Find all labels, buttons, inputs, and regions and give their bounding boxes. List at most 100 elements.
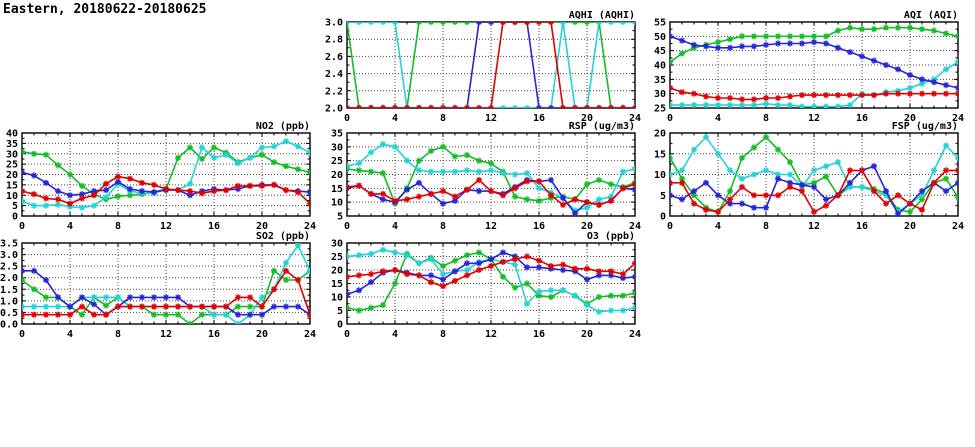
x-tick-label: 4 bbox=[392, 113, 398, 124]
x-tick-label: 0 bbox=[344, 221, 350, 232]
x-tick-label: 12 bbox=[485, 113, 497, 124]
plot-border bbox=[346, 132, 636, 217]
y-tick-label: 30 bbox=[6, 149, 18, 160]
y-tick-label: 0 bbox=[660, 212, 666, 223]
chart-rsp: 5 10 15 20 25 30 35 0 4 8 12 16 20 24 RSP (ug/m3) bbox=[331, 121, 641, 232]
x-tick-label: 16 bbox=[208, 329, 220, 340]
y-tick-label: 25 bbox=[331, 252, 343, 263]
chart-fsp: 0 5 10 15 20 0 4 8 12 16 20 24 FSP (ug/m3) bbox=[654, 121, 964, 232]
y-tick-label: 3.0 bbox=[325, 18, 343, 29]
y-tick-label: 25 bbox=[331, 156, 343, 167]
y-tick-label: 20 bbox=[331, 266, 343, 277]
y-tick-label: 10 bbox=[6, 191, 18, 202]
x-tick-label: 8 bbox=[115, 329, 121, 340]
x-tick-label: 8 bbox=[440, 113, 446, 124]
x-tick-label: 0 bbox=[344, 329, 350, 340]
series-group bbox=[670, 134, 958, 216]
y-tick-label: 5 bbox=[12, 201, 18, 212]
y-tick-label: 50 bbox=[654, 32, 666, 43]
x-tick-label: 24 bbox=[304, 329, 316, 340]
x-tick-label: 12 bbox=[160, 329, 172, 340]
x-tick-label: 16 bbox=[208, 221, 220, 232]
y-tick-label: 5 bbox=[337, 212, 343, 223]
x-tick-label: 12 bbox=[485, 329, 497, 340]
y-tick-label: 10 bbox=[331, 198, 343, 209]
y-tick-label: 2.5 bbox=[0, 262, 18, 273]
plot-border bbox=[21, 242, 311, 325]
y-tick-label: 0 bbox=[12, 212, 18, 223]
series-group bbox=[22, 243, 310, 324]
y-tick-label: 25 bbox=[6, 160, 18, 171]
x-tick-label: 8 bbox=[115, 221, 121, 232]
y-tick-label: 2.6 bbox=[325, 52, 343, 63]
y-tick-label: 20 bbox=[331, 170, 343, 181]
x-tick-label: 20 bbox=[256, 329, 268, 340]
x-tick-label: 16 bbox=[533, 113, 545, 124]
x-tick-label: 8 bbox=[763, 221, 769, 232]
x-tick-label: 4 bbox=[392, 329, 398, 340]
x-tick-label: 24 bbox=[304, 221, 316, 232]
y-tick-label: 0.0 bbox=[0, 320, 18, 331]
x-tick-label: 24 bbox=[629, 221, 641, 232]
chart-title: SO2 (ppb) bbox=[256, 231, 310, 242]
x-tick-label: 12 bbox=[808, 113, 820, 124]
y-tick-label: 15 bbox=[654, 149, 666, 160]
y-tick-label: 35 bbox=[654, 75, 666, 86]
x-tick-label: 24 bbox=[629, 113, 641, 124]
page-title: Eastern, 20180622-20180625 bbox=[3, 2, 207, 17]
x-tick-label: 4 bbox=[715, 221, 721, 232]
series-group bbox=[347, 246, 635, 315]
y-tick-label: 15 bbox=[331, 279, 343, 290]
y-tick-label: 40 bbox=[6, 129, 18, 140]
y-tick-label: 3.0 bbox=[0, 250, 18, 261]
x-tick-label: 0 bbox=[667, 221, 673, 232]
y-tick-label: 0.5 bbox=[0, 308, 18, 319]
x-tick-label: 8 bbox=[440, 329, 446, 340]
y-tick-label: 15 bbox=[331, 184, 343, 195]
y-tick-label: 30 bbox=[331, 239, 343, 250]
y-tick-label: 2.2 bbox=[325, 86, 343, 97]
plot-border bbox=[346, 242, 636, 325]
chart-title: O3 (ppb) bbox=[587, 231, 635, 242]
y-tick-label: 25 bbox=[654, 104, 666, 115]
x-tick-label: 20 bbox=[256, 221, 268, 232]
chart-title: FSP (ug/m3) bbox=[892, 121, 958, 132]
y-tick-label: 35 bbox=[331, 129, 343, 140]
y-tick-label: 20 bbox=[6, 170, 18, 181]
y-tick-label: 2.8 bbox=[325, 35, 343, 46]
y-tick-label: 1.0 bbox=[0, 296, 18, 307]
x-tick-label: 20 bbox=[581, 329, 593, 340]
x-tick-label: 24 bbox=[629, 329, 641, 340]
chart-title: NO2 (ppb) bbox=[256, 121, 310, 132]
y-tick-label: 55 bbox=[654, 18, 666, 29]
x-tick-label: 12 bbox=[485, 221, 497, 232]
chart-title: AQHI (AQHI) bbox=[569, 10, 635, 21]
x-tick-label: 12 bbox=[808, 221, 820, 232]
x-tick-label: 16 bbox=[533, 329, 545, 340]
y-tick-label: 2.4 bbox=[325, 69, 343, 80]
x-tick-label: 16 bbox=[533, 221, 545, 232]
series-group bbox=[670, 24, 958, 108]
x-tick-label: 12 bbox=[160, 221, 172, 232]
x-tick-label: 4 bbox=[67, 329, 73, 340]
series-cyan-markers bbox=[670, 59, 958, 108]
chart-aqi: 25 30 35 40 45 50 55 0 4 8 12 16 20 24 AQI (AQI) bbox=[654, 10, 964, 124]
x-tick-label: 0 bbox=[19, 329, 25, 340]
y-tick-label: 0 bbox=[337, 320, 343, 331]
series-red-markers bbox=[670, 84, 958, 103]
series-cyan-line bbox=[670, 61, 958, 108]
x-tick-label: 4 bbox=[392, 221, 398, 232]
chart-title: AQI (AQI) bbox=[904, 10, 958, 21]
x-tick-label: 20 bbox=[581, 113, 593, 124]
series-red-markers bbox=[670, 167, 958, 215]
chart-so2: 0.00.51.01.52.02.53.03.5 0 4 8 12 16 20 24 SO2 (… bbox=[0, 231, 316, 340]
series-blue-markers bbox=[670, 33, 958, 91]
series-red-markers bbox=[22, 173, 310, 207]
x-tick-label: 24 bbox=[952, 221, 964, 232]
y-tick-label: 20 bbox=[654, 129, 666, 140]
x-tick-label: 20 bbox=[904, 221, 916, 232]
x-tick-label: 0 bbox=[667, 113, 673, 124]
series-red-markers bbox=[347, 253, 635, 290]
